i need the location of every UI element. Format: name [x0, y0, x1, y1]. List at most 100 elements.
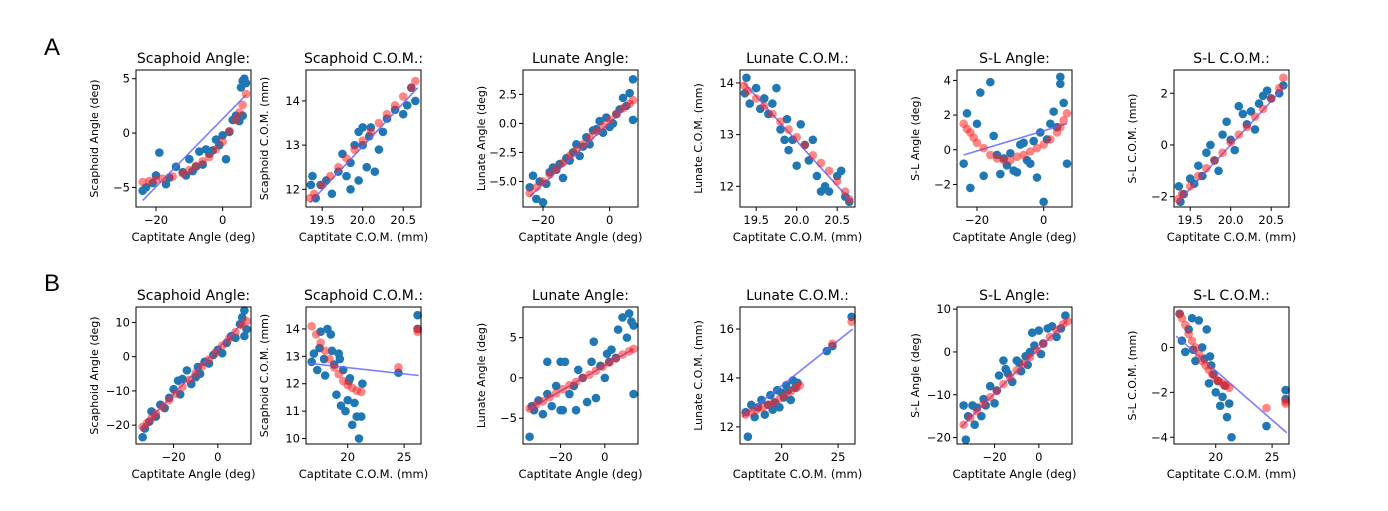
- observed-point: [1059, 98, 1068, 108]
- predicted-point: [358, 136, 367, 146]
- predicted-point: [224, 334, 234, 344]
- observed-point: [775, 403, 784, 412]
- chart-title: Lunate C.O.M.:: [746, 288, 849, 304]
- observed-point: [976, 88, 985, 97]
- x-axis-label: Captitate C.O.M. (mm): [733, 467, 862, 481]
- y-tick-label: 12: [719, 179, 734, 193]
- predicted-point: [759, 101, 769, 111]
- axes-frame: [522, 306, 639, 445]
- predicted-point: [235, 108, 244, 117]
- predicted-point: [1202, 163, 1211, 173]
- predicted-point: [795, 380, 805, 390]
- predicted-point: [382, 109, 392, 119]
- y-tick-label: 0: [1161, 138, 1168, 152]
- predicted-point: [309, 189, 319, 199]
- x-axis-label: Captitate C.O.M. (mm): [733, 230, 862, 244]
- x-tick-label: 20: [1208, 450, 1223, 464]
- observed-point: [1039, 197, 1048, 207]
- observed-point: [342, 171, 351, 181]
- observed-point: [600, 373, 610, 383]
- observed-point: [836, 166, 846, 176]
- observed-point: [792, 161, 801, 170]
- x-axis-label: Captitate C.O.M. (mm): [299, 230, 428, 244]
- observed-point: [986, 77, 995, 87]
- predicted-point: [979, 399, 988, 409]
- y-axis-label: S-L Angle (deg): [909, 96, 922, 181]
- x-tick-label: 19.5: [309, 213, 335, 227]
- y-tick-label: −5: [500, 411, 517, 425]
- predicted-point: [800, 140, 810, 150]
- predicted-point: [178, 168, 187, 178]
- y-tick-label: −10: [106, 384, 130, 398]
- predicted-point: [411, 76, 420, 86]
- predicted-point: [572, 145, 581, 155]
- x-tick-label: 0: [601, 450, 608, 464]
- observed-point: [573, 365, 583, 375]
- predicted-point: [406, 83, 416, 92]
- axes-frame: [739, 306, 856, 445]
- predicted-point: [552, 164, 561, 173]
- observed-point: [961, 435, 971, 445]
- chart-title: S-L C.O.M.:: [1193, 288, 1270, 304]
- observed-point: [306, 180, 316, 190]
- x-tick-label: −20: [531, 213, 555, 227]
- predicted-point: [629, 344, 638, 354]
- y-tick-label: 16: [719, 322, 734, 336]
- observed-point: [582, 397, 592, 407]
- predicted-point: [164, 395, 174, 405]
- predicted-point: [618, 104, 628, 113]
- observed-point: [812, 171, 822, 181]
- observed-point: [1174, 182, 1184, 191]
- y-axis-label: S-L C.O.M. (mm): [1126, 94, 1139, 184]
- predicted-point: [342, 154, 351, 163]
- predicted-point: [792, 132, 801, 142]
- x-axis-label: Captitate Angle (deg): [519, 467, 643, 481]
- observed-point: [309, 349, 319, 358]
- chart-title: S-L C.O.M.:: [1193, 51, 1270, 67]
- predicted-point: [191, 161, 201, 170]
- predicted-point: [578, 373, 588, 383]
- predicted-point: [185, 165, 194, 175]
- observed-point: [808, 135, 818, 145]
- chart-title: Lunate Angle:: [532, 51, 629, 67]
- y-tick-label: −2: [1151, 385, 1168, 399]
- chart-title: S-L Angle:: [979, 51, 1050, 67]
- predicted-point: [985, 393, 995, 402]
- chart-title: S-L Angle:: [979, 288, 1050, 304]
- observed-point: [356, 412, 366, 421]
- observed-point: [990, 399, 999, 408]
- x-tick-label: 20.5: [1258, 213, 1284, 227]
- predicted-point: [1180, 320, 1190, 330]
- observed-point: [556, 405, 565, 415]
- predicted-point: [751, 94, 761, 103]
- y-tick-label: 14: [285, 322, 300, 336]
- observed-point: [350, 398, 359, 408]
- observed-point: [221, 154, 231, 164]
- x-tick-label: −20: [144, 213, 168, 227]
- observed-point: [411, 96, 420, 106]
- observed-point: [1193, 161, 1203, 170]
- observed-point: [757, 395, 766, 405]
- observed-point: [547, 401, 557, 411]
- observed-point: [307, 357, 316, 367]
- predicted-point: [558, 384, 568, 394]
- predicted-point: [238, 100, 247, 110]
- predicted-point: [999, 379, 1008, 389]
- observed-point: [996, 169, 1005, 179]
- predicted-point: [390, 101, 400, 110]
- observed-point: [613, 325, 623, 334]
- y-tick-label: −2: [1151, 190, 1168, 204]
- x-tick-label: 25: [1265, 450, 1280, 464]
- predicted-point: [768, 109, 777, 119]
- observed-point: [1218, 392, 1227, 402]
- observed-point: [587, 357, 596, 367]
- y-tick-label: 12: [285, 377, 300, 391]
- predicted-point: [316, 338, 325, 347]
- predicted-point: [1062, 109, 1072, 118]
- y-tick-label: 0.0: [499, 116, 517, 130]
- predicted-point: [1224, 383, 1234, 393]
- chart-title: Scaphoid C.O.M.:: [304, 288, 423, 304]
- observed-point: [1281, 385, 1290, 395]
